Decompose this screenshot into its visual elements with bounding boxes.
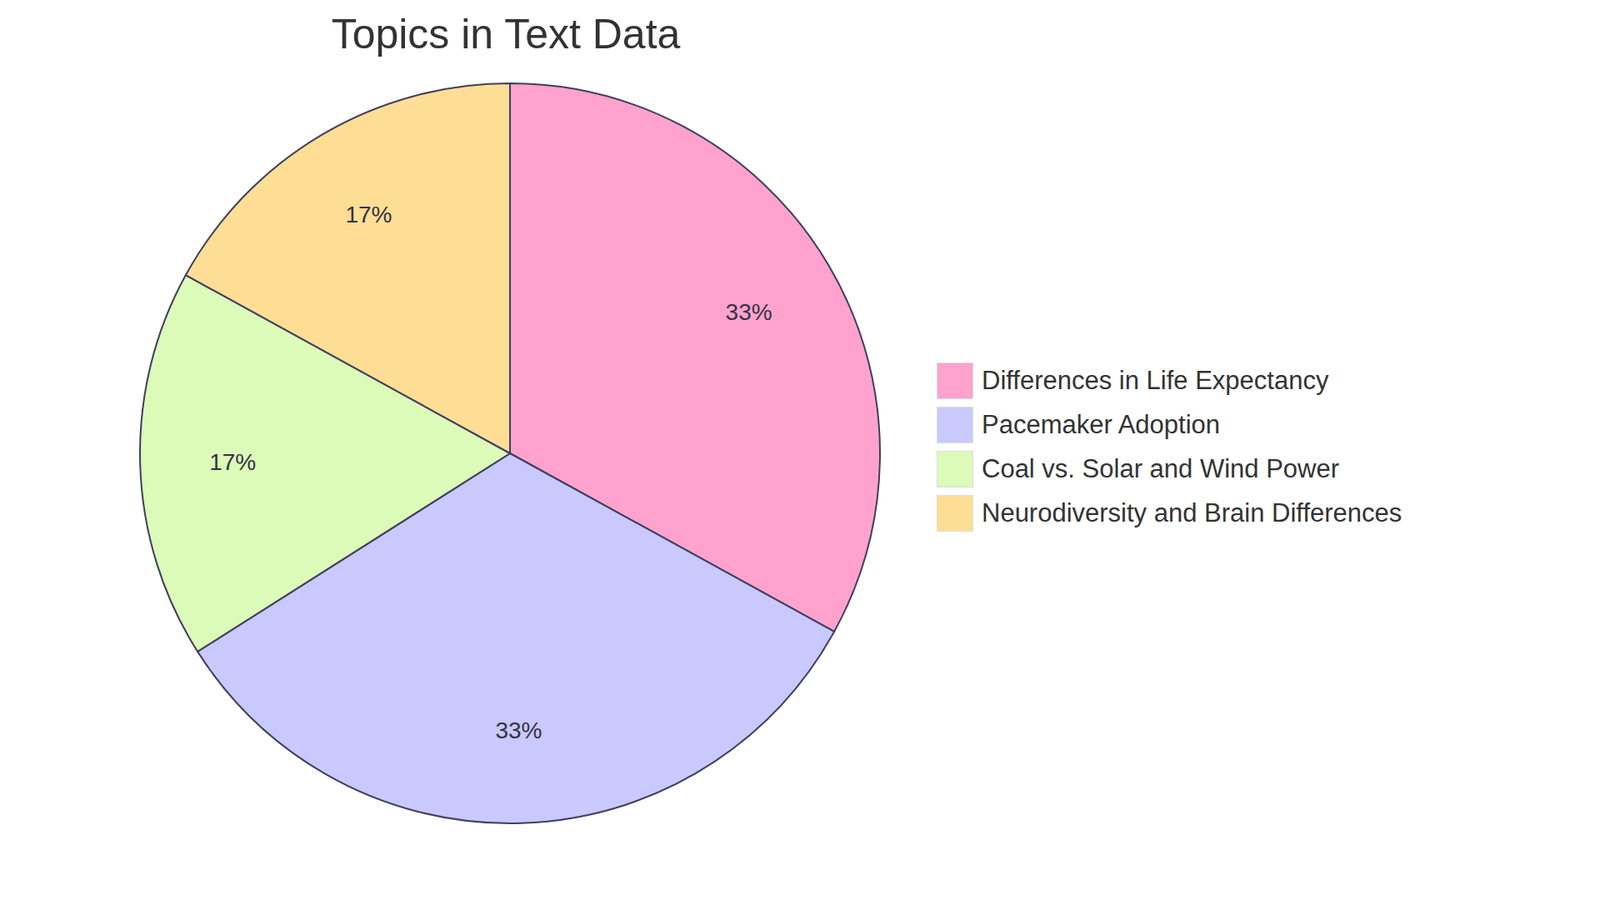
svg-text:33%: 33% <box>495 717 542 744</box>
html-text:Coal vs. Solar and Wind Power: Coal vs. Solar and Wind Power <box>981 453 1340 483</box>
svg-text:17%: 17% <box>345 201 392 228</box>
html-text:Topics in Text Data: Topics in Text Data <box>331 10 681 58</box>
svg-text:17%: 17% <box>209 449 256 475</box>
svg-text:33%: 33% <box>725 299 773 325</box>
html-text:Pacemaker Adoption: Pacemaker Adoption <box>981 409 1221 439</box>
html-text:Differences in Life Expectancy: Differences in Life Expectancy <box>981 365 1329 395</box>
html-text:Neurodiversity and Brain Diffe: Neurodiversity and Brain Differences <box>981 497 1402 528</box>
